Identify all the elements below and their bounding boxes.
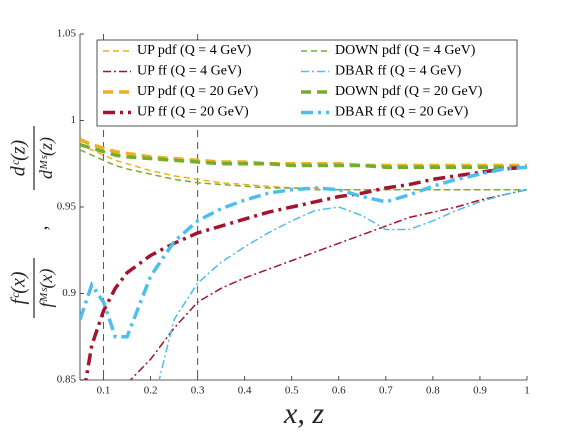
legend-label: DOWN pdf (Q = 4 GeV) [335, 43, 476, 58]
y-label-denominator: fᴹˢ(x) [36, 269, 57, 308]
legend-label: DBAR ff (Q = 20 GeV) [335, 105, 469, 120]
x-tick-label: 0.3 [191, 385, 205, 397]
x-tick-label: 0.2 [144, 385, 158, 397]
series-line [80, 165, 527, 339]
legend-label: DBAR ff (Q = 4 GeV) [335, 64, 462, 79]
plot-area [80, 137, 527, 380]
x-tick-label: 0.4 [238, 385, 252, 397]
x-tick-label: 0.8 [426, 385, 440, 397]
y-label-numerator: dᶜ(z) [8, 139, 30, 176]
legend-label: UP ff (Q = 20 GeV) [137, 105, 249, 120]
y-tick-label: 0.95 [57, 201, 77, 213]
y-tick-label: 0.9 [62, 287, 76, 299]
y-label-denominator: dᴹˢ(z) [36, 137, 57, 179]
x-tick-label: 0.9 [473, 385, 487, 397]
x-tick-label: 0.5 [285, 385, 299, 397]
x-axis-label: x, z [283, 397, 324, 430]
series-line [80, 149, 527, 191]
series-line [129, 188, 527, 380]
y-label-separator: , [30, 226, 52, 231]
x-tick-label: 1 [524, 385, 530, 397]
y-label-numerator: fᶜ(x) [8, 271, 30, 304]
y-tick-label: 1.05 [57, 28, 77, 40]
legend-label: UP pdf (Q = 20 GeV) [137, 84, 259, 99]
series-line [80, 137, 527, 168]
series-line [84, 165, 527, 380]
y-tick-label: 0.85 [57, 374, 77, 386]
series-line [80, 143, 527, 169]
x-tick-label: 0.1 [97, 385, 111, 397]
legend-label: DOWN pdf (Q = 20 GeV) [335, 84, 483, 99]
legend-label: UP ff (Q = 4 GeV) [137, 64, 242, 79]
x-tick-label: 0.6 [332, 385, 346, 397]
x-tick-label: 0.7 [379, 385, 393, 397]
series-line [158, 188, 527, 380]
legend-label: UP pdf (Q = 4 GeV) [137, 43, 252, 58]
y-tick-label: 1 [71, 114, 77, 126]
y-axis-label: fᶜ(x) fᴹˢ(x) , dᶜ(z) dᴹˢ(z) [8, 126, 57, 318]
